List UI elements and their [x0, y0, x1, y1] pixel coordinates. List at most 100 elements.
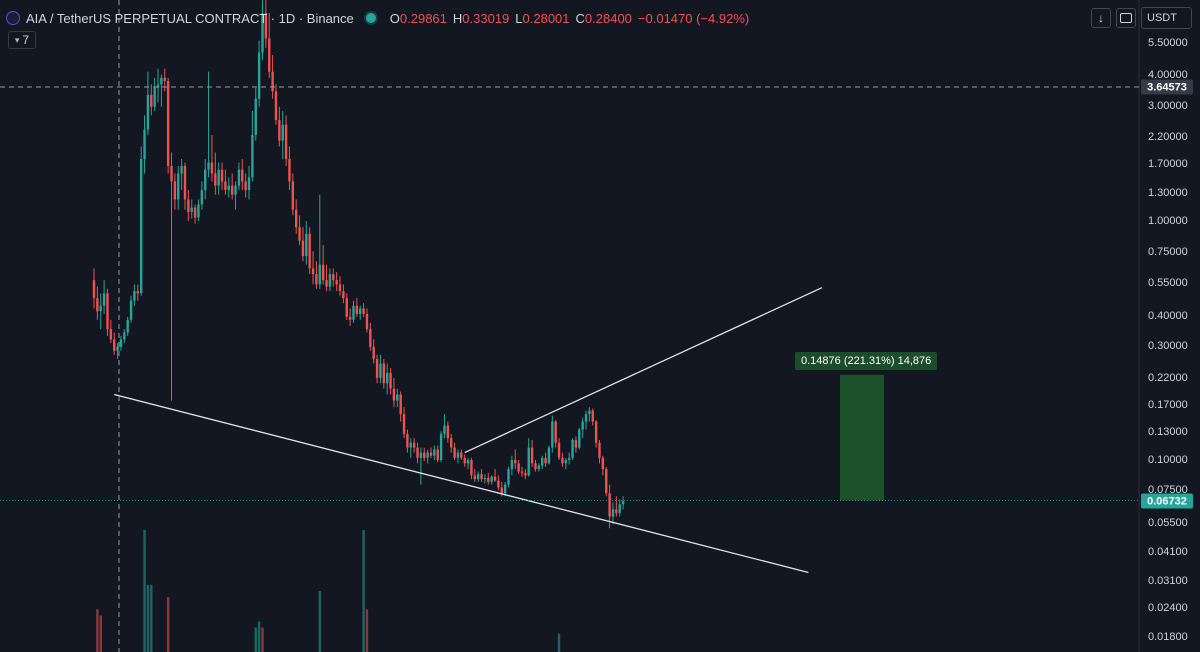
candle-body [234, 185, 237, 195]
ohlc-close-value: 0.28400 [584, 10, 632, 26]
candle-body [335, 280, 338, 285]
candle-body [379, 363, 382, 378]
last-price-label: 0.06732 [1141, 493, 1193, 509]
candle-body [557, 442, 561, 458]
candle-body [409, 442, 412, 448]
candle-body [291, 181, 295, 210]
candle-body [544, 457, 547, 464]
market-status-icon [365, 13, 376, 23]
candle-body [321, 264, 325, 281]
axis-tick: 4.00000 [1148, 69, 1188, 81]
candle-body [129, 300, 133, 320]
candle-body [146, 94, 150, 130]
candle-body [96, 298, 99, 312]
candle-body [510, 460, 514, 470]
candle-body [443, 425, 446, 434]
candle-body [298, 227, 301, 241]
volume-bar [318, 591, 321, 652]
candle-body [530, 447, 534, 464]
candle-body [416, 447, 419, 458]
candle-body [318, 264, 321, 285]
axis-tick: 0.01800 [1148, 631, 1188, 643]
candle-body [463, 457, 466, 464]
ohlc-open-label: O [389, 10, 400, 26]
candle-body [527, 447, 530, 476]
candle-body [177, 173, 180, 200]
currency-label: USDT [1147, 12, 1177, 24]
candle-body [473, 475, 477, 480]
candle-body [106, 293, 109, 330]
candle-body [271, 71, 274, 92]
drawings[interactable] [114, 287, 823, 574]
currency-select[interactable]: USDT [1141, 7, 1192, 29]
candle-body [338, 284, 342, 292]
candle-body [251, 135, 254, 178]
candle-body [200, 190, 204, 205]
candle-body [567, 457, 571, 461]
axis-tick: 0.17000 [1148, 399, 1188, 411]
candle-body [392, 388, 396, 401]
candle-body [524, 472, 527, 476]
trendline-upper [464, 287, 823, 454]
candle-body [160, 77, 163, 85]
candle-body [352, 305, 355, 320]
axis-tick: 0.10000 [1148, 454, 1188, 466]
axis-tick: 0.02400 [1148, 602, 1188, 614]
candle-body [257, 52, 261, 99]
candle-body [348, 316, 352, 320]
candle-body [244, 181, 247, 191]
symbol-title[interactable]: AIA / TetherUS PERPETUAL CONTRACT · 1D ·… [26, 10, 354, 26]
candle-body [241, 169, 244, 182]
candle-body [163, 77, 166, 82]
trendline-lower [114, 393, 809, 574]
candle-body [615, 509, 618, 513]
candle-body [389, 372, 392, 389]
candle-body [220, 169, 224, 182]
candle-body [588, 410, 591, 415]
axis-tick: 0.04100 [1148, 546, 1188, 558]
candle-body [487, 477, 490, 482]
chevron-down-icon: ▾ [14, 34, 20, 45]
candle-body [166, 81, 170, 167]
candle-body [369, 329, 372, 347]
candle-body [551, 421, 554, 448]
candle-body [554, 421, 557, 443]
volume-bar [99, 615, 102, 652]
axis-tick: 1.70000 [1148, 158, 1188, 170]
candle-body [227, 185, 230, 191]
candle-body [193, 207, 197, 218]
fullscreen-button[interactable] [1116, 8, 1136, 28]
candle-body [618, 504, 621, 513]
candle-body [190, 207, 193, 212]
candle-body [419, 452, 423, 458]
candle-body [278, 119, 281, 141]
candle-body [342, 291, 345, 299]
candle-body [470, 460, 473, 476]
axis-tick: 0.03100 [1148, 575, 1188, 587]
candle-body [139, 159, 143, 294]
axis-tick: 0.75000 [1148, 246, 1188, 258]
candle-body [507, 469, 510, 485]
candle-body [311, 268, 315, 275]
indicators-toggle-button[interactable]: ▾ 7 [8, 31, 36, 49]
candle-body [295, 209, 298, 228]
symbol-legend: AIA / TetherUS PERPETUAL CONTRACT · 1D ·… [6, 9, 749, 27]
candle-body [412, 442, 416, 448]
candle-body [598, 442, 601, 458]
axis-tick: 0.13000 [1148, 426, 1188, 438]
candle-body [439, 433, 443, 461]
candle-body [591, 410, 594, 422]
ohlc-low-value: 0.28001 [522, 10, 570, 26]
axis-tick: 0.40000 [1148, 310, 1188, 322]
measure-result-label: 0.14876 (221.31%) 14,876 [795, 352, 938, 370]
volume-bar [166, 597, 170, 652]
candle-body [133, 291, 136, 301]
measure-tool[interactable] [840, 374, 884, 501]
candle-body [308, 233, 311, 269]
candle-body [453, 447, 456, 458]
candle-body [564, 460, 567, 464]
candle-body [261, 13, 264, 53]
scroll-to-latest-button[interactable]: ↓ [1091, 8, 1111, 28]
candle-body [480, 474, 483, 480]
